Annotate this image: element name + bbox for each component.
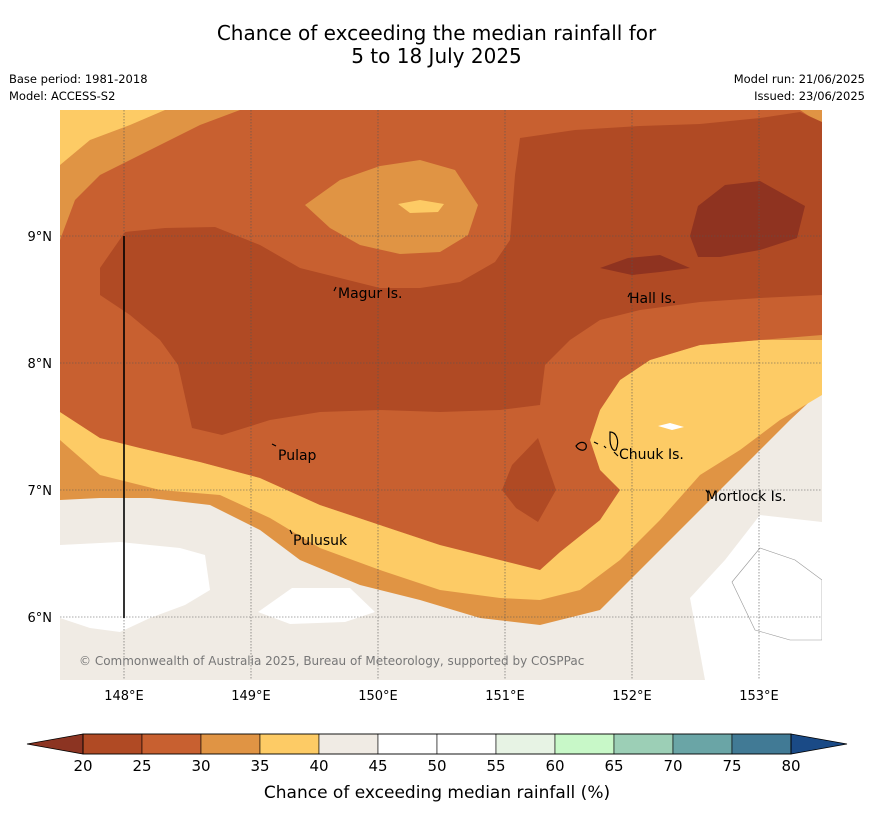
- model-run: Model run: 21/06/2025: [733, 72, 865, 86]
- colorbar-over-arrow: [790, 733, 848, 755]
- colorbar-segment: [259, 733, 320, 755]
- lon-tick-149: 149°E: [231, 689, 271, 704]
- lon-tick-153: 153°E: [739, 689, 779, 704]
- colorbar-tick-label: 80: [781, 757, 800, 775]
- place-chuuk: Chuuk Is.: [619, 447, 684, 463]
- issued-date: Issued: 23/06/2025: [754, 89, 865, 103]
- lon-tick-152: 152°E: [612, 689, 652, 704]
- zone-white-spot: [658, 423, 684, 430]
- model-name: Model: ACCESS-S2: [9, 89, 116, 103]
- colorbar-segment: [613, 733, 674, 755]
- lon-tick-150: 150°E: [358, 689, 398, 704]
- title-line-2: 5 to 18 July 2025: [351, 44, 522, 68]
- place-mortlock: Mortlock Is.: [706, 489, 786, 505]
- mortlock-island-marker: [705, 489, 709, 494]
- colorbar-tick-label: 25: [132, 757, 151, 775]
- colorbar-segment: [554, 733, 615, 755]
- meta-right: Model run: 21/06/2025 Issued: 23/06/2025: [734, 71, 865, 105]
- colorbar-segment: [377, 733, 438, 755]
- colorbar-tick-label: 20: [73, 757, 92, 775]
- meta-left: Base period: 1981-2018 Model: ACCESS-S2: [9, 71, 148, 105]
- zone-20-25-south: [502, 438, 556, 522]
- place-hall: Hall Is.: [629, 291, 676, 307]
- zone-35-40-south: [60, 340, 822, 600]
- place-pulusuk: Pulusuk: [293, 533, 348, 549]
- copyright-text: © Commonwealth of Australia 2025, Bureau…: [79, 654, 584, 668]
- chuuk-island-c: [603, 445, 607, 449]
- zone-45-50-west: [60, 542, 210, 632]
- colorbar-tick-label: 70: [663, 757, 682, 775]
- hall-island-marker: [627, 292, 631, 298]
- colorbar-tick-label: 60: [545, 757, 564, 775]
- zone-35-40-spot: [398, 200, 444, 213]
- lat-tick-7: 7°N: [28, 484, 53, 499]
- colorbar: 20 25 30 35 40 45 50 55 60 65 70 75 80 Chance of exc…: [26, 733, 848, 803]
- colorbar-segment: [495, 733, 556, 755]
- lat-tick-9: 9°N: [28, 230, 53, 245]
- magur-island-marker: [333, 286, 337, 292]
- zone-below-20-small: [600, 255, 690, 275]
- graticule: [60, 110, 822, 680]
- lat-tick-8: 8°N: [28, 357, 53, 372]
- colorbar-segment: [672, 733, 733, 755]
- chuuk-island-e: [613, 451, 619, 457]
- colorbar-tick-label: 55: [486, 757, 505, 775]
- colorbar-segment: [141, 733, 202, 755]
- colorbar-segment: [82, 733, 143, 755]
- map-area: Magur Is. Hall Is. Pulap Chuuk Is. Mortl…: [60, 110, 822, 680]
- chuuk-island-a: [575, 441, 587, 451]
- zone-below-20-east: [690, 181, 805, 257]
- colorbar-segment: [318, 733, 379, 755]
- colorbar-tick-label: 30: [191, 757, 210, 775]
- map-title: Chance of exceeding the median rainfall …: [0, 22, 873, 68]
- pulap-island-marker: [271, 443, 277, 447]
- zone-45-50-east: [690, 515, 822, 680]
- base-period: Base period: 1981-2018: [9, 72, 148, 86]
- colorbar-under-arrow: [26, 733, 84, 755]
- pulusuk-island-marker: [289, 529, 293, 535]
- colorbar-segment: [731, 733, 792, 755]
- title-line-1: Chance of exceeding the median rainfall …: [216, 21, 657, 45]
- zone-30-35-island: [305, 160, 478, 254]
- island-markers: [271, 286, 709, 535]
- colorbar-segment: [200, 733, 261, 755]
- colorbar-tick-label: 45: [368, 757, 387, 775]
- zone-20-25-main: [100, 112, 822, 435]
- zone-35-40-nw: [60, 110, 165, 165]
- contour-50: [731, 547, 822, 641]
- place-magur: Magur Is.: [338, 286, 403, 302]
- place-pulap: Pulap: [278, 448, 317, 464]
- colorbar-segments: [82, 733, 792, 755]
- chuuk-island-d: [609, 431, 619, 451]
- colorbar-ticks: 20 25 30 35 40 45 50 55 60 65 70 75 80: [73, 757, 800, 775]
- colorbar-tick-label: 50: [427, 757, 446, 775]
- lon-tick-151: 151°E: [485, 689, 525, 704]
- colorbar-tick-label: 65: [604, 757, 623, 775]
- colorbar-tick-label: 40: [309, 757, 328, 775]
- zone-40-45: [60, 390, 822, 680]
- zone-45-50-central: [258, 588, 375, 624]
- colorbar-tick-label: 35: [250, 757, 269, 775]
- colorbar-segment: [436, 733, 497, 755]
- lat-tick-6: 6°N: [28, 611, 53, 626]
- colorbar-label: Chance of exceeding median rainfall (%): [264, 783, 610, 803]
- colorbar-frame: [82, 733, 792, 755]
- colorbar-tick-label: 75: [722, 757, 741, 775]
- lon-tick-148: 148°E: [104, 689, 144, 704]
- chuuk-island-b: [593, 441, 599, 445]
